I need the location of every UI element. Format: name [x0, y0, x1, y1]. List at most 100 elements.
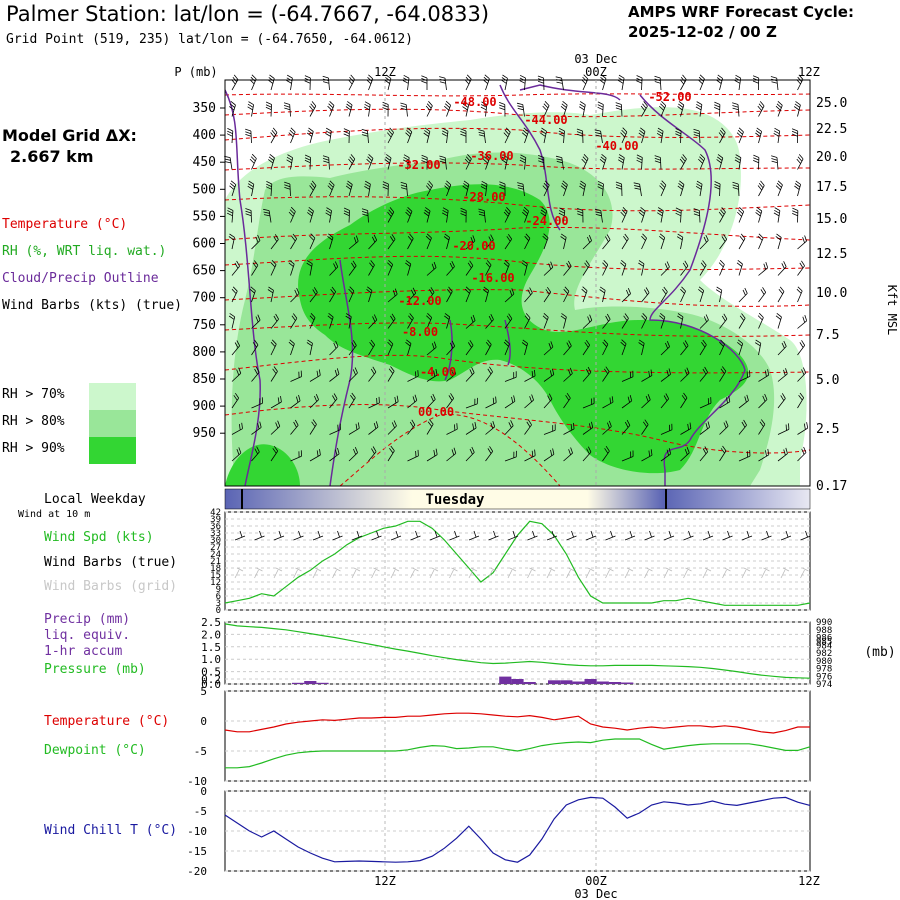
- wind-barb: [773, 207, 781, 223]
- true-wind-barb: [741, 530, 753, 541]
- wind-barb: [716, 74, 723, 91]
- wind-barb: [286, 74, 293, 91]
- wind-barb: [680, 286, 686, 303]
- p-axis-title: P (mb): [174, 65, 217, 79]
- bottom-tick-12z-2: 12Z: [798, 874, 820, 888]
- wind-barb: [718, 207, 726, 223]
- true-wind-barb: [800, 530, 811, 541]
- wind-barb: [265, 101, 272, 117]
- wind-barb: [270, 313, 279, 329]
- wind-barb: [738, 370, 751, 382]
- wind-barb: [718, 259, 725, 276]
- wind-barb: [446, 261, 455, 276]
- wind-barb: [405, 260, 412, 276]
- wind-barb: [348, 367, 358, 382]
- wind-barb: [504, 395, 516, 409]
- wind-barb: [797, 367, 807, 382]
- pressure-tick-label: 900: [193, 399, 216, 414]
- wind-barb: [384, 74, 392, 91]
- grid-wind-barb: [507, 567, 517, 579]
- legend-rh90-label: RH > 90%: [2, 441, 65, 456]
- wind-barb: [679, 74, 687, 91]
- wind-barb: [563, 392, 571, 409]
- wind-barb: [387, 288, 398, 303]
- wind-barb: [478, 208, 486, 223]
- wind-barb: [407, 449, 419, 462]
- wind-barb: [597, 180, 604, 197]
- chill-tick-label: -15: [187, 845, 207, 858]
- wind-barb: [797, 446, 807, 462]
- wind-barb: [290, 313, 298, 329]
- bottom-tick-12z-1: 12Z: [374, 874, 396, 888]
- wind-barb: [226, 128, 234, 144]
- wind-barb: [636, 154, 643, 170]
- wind-barb: [245, 128, 252, 144]
- wind-barb: [560, 180, 568, 197]
- wind-barb: [270, 445, 279, 462]
- wind-barb: [680, 340, 689, 356]
- wind-barb: [249, 153, 257, 170]
- pressure-tick-label: 978: [816, 665, 832, 675]
- true-wind-barb: [566, 530, 577, 541]
- wind-barb: [620, 339, 627, 356]
- grid-point-label: Grid Point (519, 235) lat/lon = (-64.765…: [6, 32, 413, 47]
- precip-bar: [292, 682, 305, 684]
- wind-barb: [797, 314, 808, 329]
- wind-barb: [407, 370, 419, 382]
- wind-barb: [680, 422, 692, 435]
- wind-barb: [368, 446, 377, 462]
- wind-barb: [267, 74, 275, 91]
- wind-barb: [348, 392, 356, 409]
- wind-barb: [251, 366, 260, 382]
- wind-barb: [231, 340, 241, 356]
- wind-barb: [524, 394, 534, 409]
- wind-barb: [361, 208, 369, 223]
- true-wind-barb: [332, 530, 343, 541]
- wind-barb: [309, 449, 321, 462]
- wind-barb: [543, 448, 555, 462]
- grid-wind-barb: [410, 567, 419, 579]
- wind-barb: [676, 233, 684, 250]
- temperature-contour-label: -52.00: [648, 90, 691, 104]
- wind-barb: [699, 234, 709, 250]
- local-weekday-label: Local Weekday: [44, 492, 146, 507]
- wind-barb: [775, 180, 783, 197]
- wind-barb: [757, 312, 764, 329]
- wind-barb: [325, 207, 332, 223]
- wind-barb: [581, 286, 588, 303]
- wind-barb: [503, 127, 511, 144]
- wind-barb: [288, 206, 296, 223]
- wind-barb: [734, 154, 742, 170]
- wind-barb: [270, 420, 281, 435]
- wind-barb: [602, 260, 609, 276]
- wind-barb: [485, 366, 493, 382]
- true-wind-barb: [605, 530, 616, 541]
- wind-barb: [503, 339, 510, 356]
- wind-barb: [368, 339, 376, 356]
- wind-barb: [504, 420, 514, 435]
- wind-barb: [327, 312, 334, 329]
- wind-barb: [542, 233, 549, 250]
- wind-barb: [697, 74, 705, 91]
- wind-barb: [770, 76, 779, 91]
- height-axis-title: Kft MSL: [885, 285, 899, 336]
- wind-barb: [738, 313, 746, 329]
- wind-barb: [757, 233, 764, 250]
- legend-rh80-label: RH > 80%: [2, 414, 65, 429]
- legend-rh70-swatch: [89, 383, 136, 410]
- wind-barb: [738, 450, 751, 462]
- wind-barb: [249, 286, 256, 303]
- wind-barb: [386, 127, 394, 144]
- wind-barb: [602, 234, 611, 250]
- legend-dewpoint: Dewpoint (°C): [44, 743, 146, 758]
- grid-wind-barb: [702, 567, 712, 579]
- grid-wind-barb: [468, 567, 478, 579]
- wind-barb: [792, 207, 799, 223]
- wind-barb: [754, 339, 762, 356]
- wind-barb: [777, 368, 788, 382]
- wind-barb: [348, 422, 360, 435]
- wind-barb: [384, 154, 392, 170]
- wind-barb: [504, 288, 515, 303]
- wind-barb: [738, 419, 747, 435]
- wind-barb: [407, 313, 414, 329]
